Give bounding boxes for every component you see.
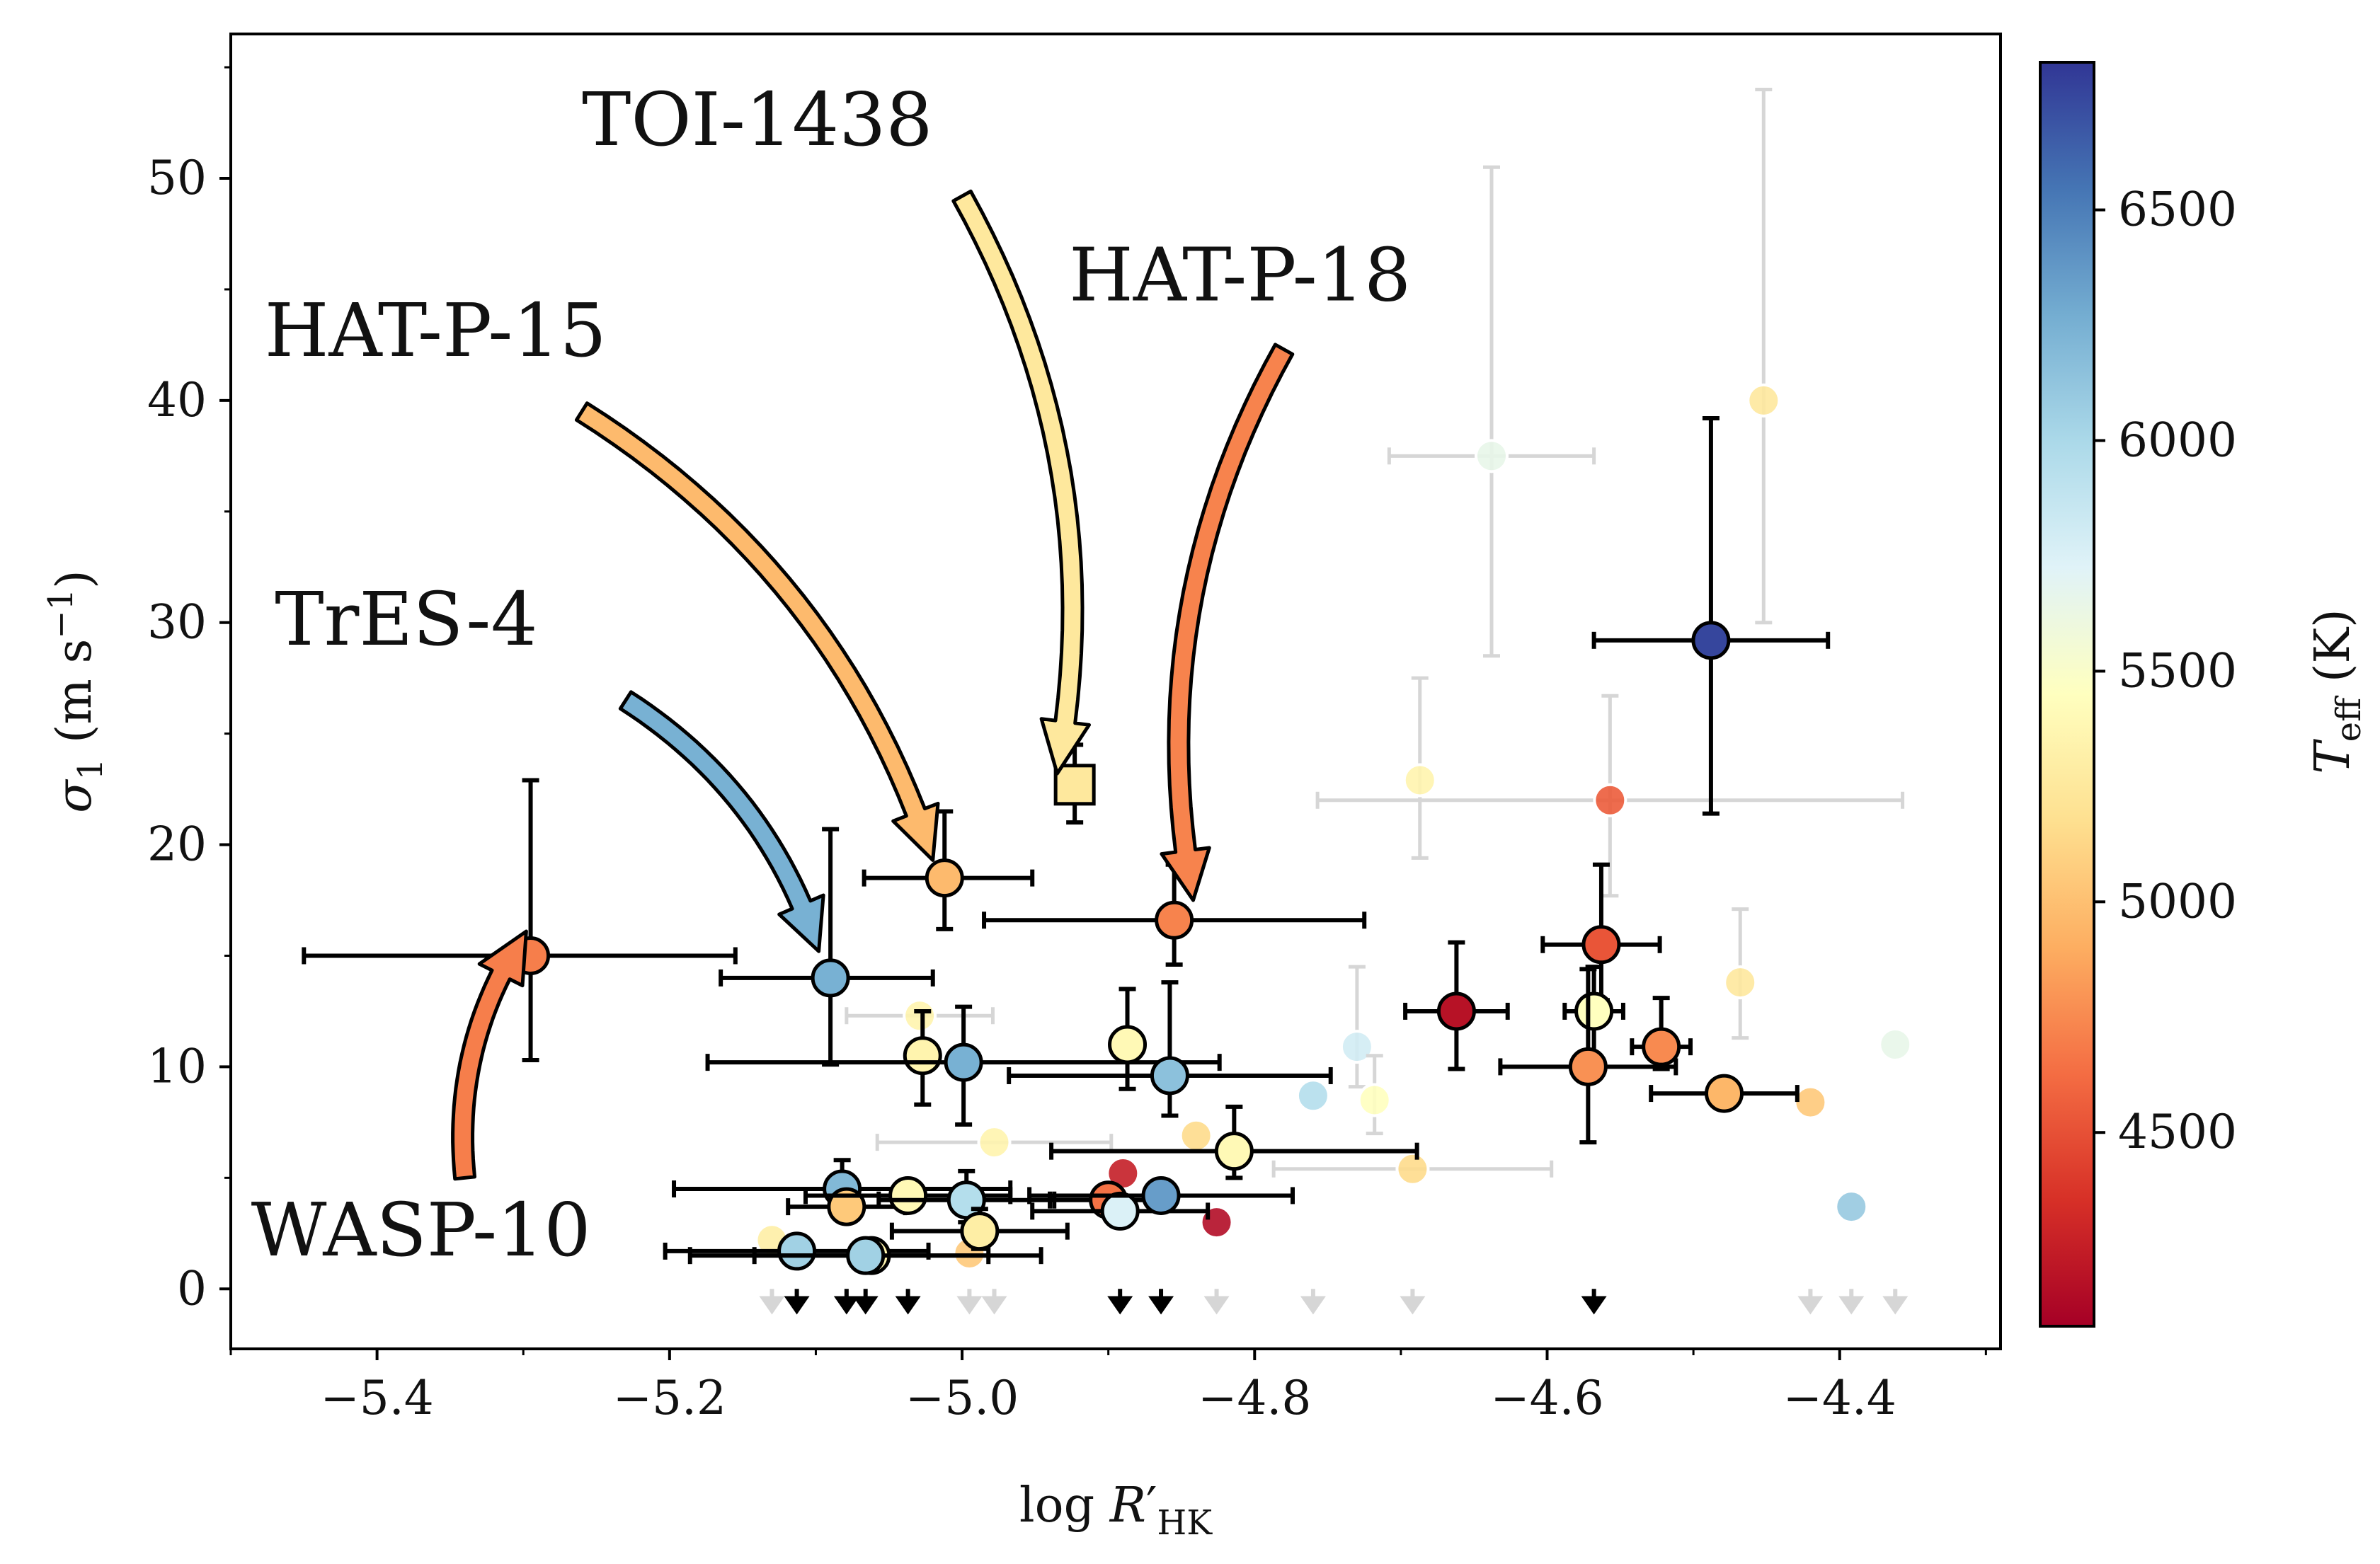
data-point xyxy=(1642,1027,1681,1066)
faded-data-point xyxy=(903,999,937,1033)
plot-frame xyxy=(229,33,2002,1350)
colorbar-tick-label: 6500 xyxy=(2118,183,2237,237)
data-point xyxy=(1100,1191,1140,1231)
data-point xyxy=(944,1042,983,1082)
colorbar-tick-label: 6000 xyxy=(2118,413,2237,467)
upper-limit-arrowhead xyxy=(1300,1296,1326,1315)
data-point xyxy=(1574,991,1614,1031)
upper-limit-arrowhead xyxy=(1400,1296,1426,1315)
data-point xyxy=(827,1187,866,1226)
faded-data-layer xyxy=(755,87,1913,1315)
x-tick-label: −4.8 xyxy=(1198,1371,1311,1425)
y-tick-label: 10 xyxy=(147,1039,207,1093)
data-point xyxy=(1436,991,1476,1031)
faded-data-point xyxy=(1179,1118,1213,1153)
annotation-label: HAT-P-18 xyxy=(1069,232,1411,318)
upper-limit-arrowhead xyxy=(895,1296,921,1315)
axes: −5.4 −5.2 −5.0 −4.8 −4.6 −4.4 0 10 20 30 40 50 xyxy=(147,66,1987,1425)
faded-data-point xyxy=(1339,1030,1374,1064)
x-tick-label: −4.4 xyxy=(1783,1371,1896,1425)
y-tick-label: 50 xyxy=(147,151,207,205)
highlighted-data-layer xyxy=(302,415,1831,1315)
data-point xyxy=(925,858,964,898)
data-point xyxy=(1691,621,1731,660)
faded-data-point xyxy=(1295,1079,1330,1113)
annotation-label: HAT-P-15 xyxy=(265,287,607,374)
annotation-arrow xyxy=(574,401,940,862)
data-point xyxy=(960,1212,1000,1251)
faded-data-point xyxy=(1746,383,1781,418)
annotation-arrow xyxy=(451,929,528,1181)
y-axis-label: σ1 (m s−1) xyxy=(41,570,110,812)
annotation-arrow xyxy=(1160,343,1295,902)
faded-data-point xyxy=(1723,965,1758,1000)
upper-limit-arrowhead xyxy=(1581,1296,1607,1315)
data-point xyxy=(1108,1025,1148,1064)
x-tick-label: −4.6 xyxy=(1490,1371,1603,1425)
data-point xyxy=(1568,1047,1608,1086)
faded-data-point xyxy=(1793,1085,1828,1120)
upper-limit-arrowhead xyxy=(1148,1296,1174,1315)
colorbar: 4500 5000 5500 6000 6500 xyxy=(2039,61,2237,1328)
data-point xyxy=(811,958,850,998)
colorbar-gradient xyxy=(2039,61,2095,1328)
annotation-arrow xyxy=(951,189,1091,776)
faded-data-point xyxy=(1474,439,1509,473)
colorbar-tick-label: 4500 xyxy=(2118,1105,2237,1159)
upper-limit-arrowhead xyxy=(1838,1296,1865,1315)
annotation-label: TrES-4 xyxy=(275,576,537,662)
data-point xyxy=(1141,1175,1181,1215)
upper-limit-arrowhead xyxy=(1882,1296,1909,1315)
annotation-arrow xyxy=(618,690,825,953)
x-axis-label: log R′HK xyxy=(1019,1478,1213,1543)
data-point-square xyxy=(1053,764,1096,806)
faded-data-point xyxy=(1357,1083,1392,1117)
upper-limit-arrowhead xyxy=(852,1296,879,1315)
data-point xyxy=(888,1175,928,1215)
faded-data-point xyxy=(1395,1151,1430,1186)
y-tick-label: 0 xyxy=(177,1261,207,1316)
upper-limit-arrowhead xyxy=(759,1296,785,1315)
y-tick-label: 30 xyxy=(147,595,207,650)
x-tick-label: −5.4 xyxy=(320,1371,433,1425)
upper-limit-arrowhead xyxy=(1797,1296,1824,1315)
annotation-arrows: TOI-1438 HAT-P-18 HAT-P-15 TrES-4 WASP-10 xyxy=(251,76,1411,1273)
data-point xyxy=(1214,1132,1254,1171)
upper-limit-arrowhead xyxy=(1203,1296,1230,1315)
data-point xyxy=(1155,900,1194,940)
colorbar-tick-label: 5000 xyxy=(2118,874,2237,928)
faded-data-point xyxy=(1593,783,1627,817)
annotation-label: WASP-10 xyxy=(251,1187,591,1273)
colorbar-tick-label: 5500 xyxy=(2118,643,2237,698)
annotation-label: TOI-1438 xyxy=(582,76,933,163)
y-tick-label: 40 xyxy=(147,373,207,427)
y-tick-label: 20 xyxy=(147,817,207,872)
faded-data-point xyxy=(1834,1190,1869,1224)
faded-data-point xyxy=(1402,763,1437,798)
upper-limit-arrowhead xyxy=(833,1296,859,1315)
data-point xyxy=(903,1036,942,1076)
upper-limit-arrowhead xyxy=(1107,1296,1133,1315)
upper-limit-arrowhead xyxy=(981,1296,1007,1315)
data-point xyxy=(1705,1074,1744,1113)
x-tick-label: −5.2 xyxy=(613,1371,726,1425)
faded-data-point xyxy=(1878,1028,1913,1062)
data-point xyxy=(777,1231,817,1271)
data-point xyxy=(1150,1056,1189,1096)
upper-limit-arrowhead xyxy=(956,1296,983,1315)
upper-limit-arrowhead xyxy=(784,1296,810,1315)
colorbar-label: Teff (K) xyxy=(2305,609,2369,774)
x-tick-label: −5.0 xyxy=(905,1371,1019,1425)
faded-data-point xyxy=(977,1125,1012,1160)
data-point xyxy=(846,1236,886,1275)
data-point xyxy=(1581,925,1621,965)
